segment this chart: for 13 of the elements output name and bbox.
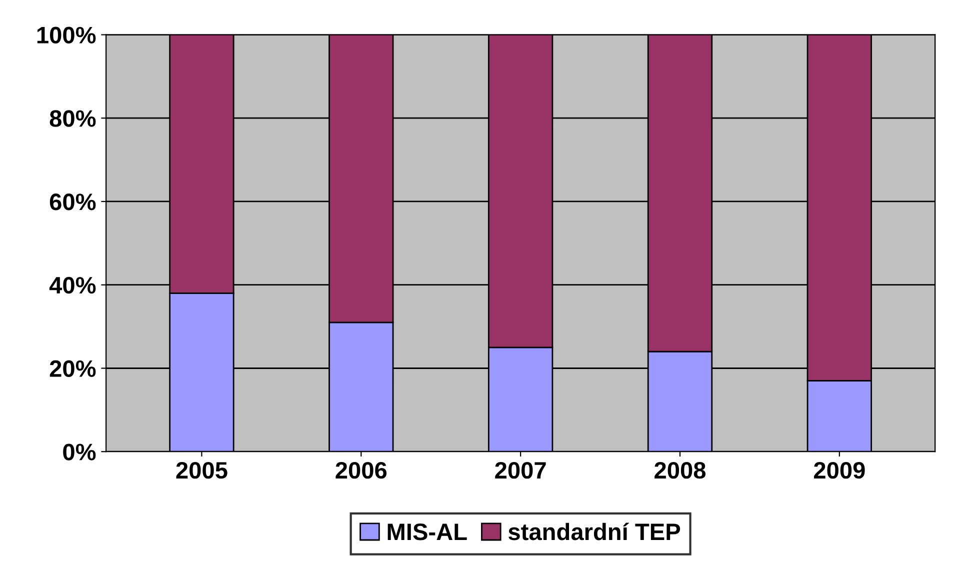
y-tick-label: 0% (63, 444, 96, 460)
y-tick-label: 60% (50, 194, 96, 210)
legend-label: standardní TEP (508, 522, 680, 540)
y-tick-label: 100% (37, 26, 96, 44)
x-tick-label: 2006 (336, 462, 387, 479)
y-tick-label: 80% (50, 110, 96, 127)
x-tick-label: 2005 (176, 462, 228, 479)
y-tick-label: 40% (49, 276, 96, 294)
x-tick-label: 2007 (495, 462, 546, 479)
x-tick-label: 2009 (814, 462, 865, 479)
x-tick-label: 2008 (654, 462, 706, 479)
legend-label: MIS-AL (388, 524, 467, 540)
y-tick-label: 20% (50, 360, 96, 378)
